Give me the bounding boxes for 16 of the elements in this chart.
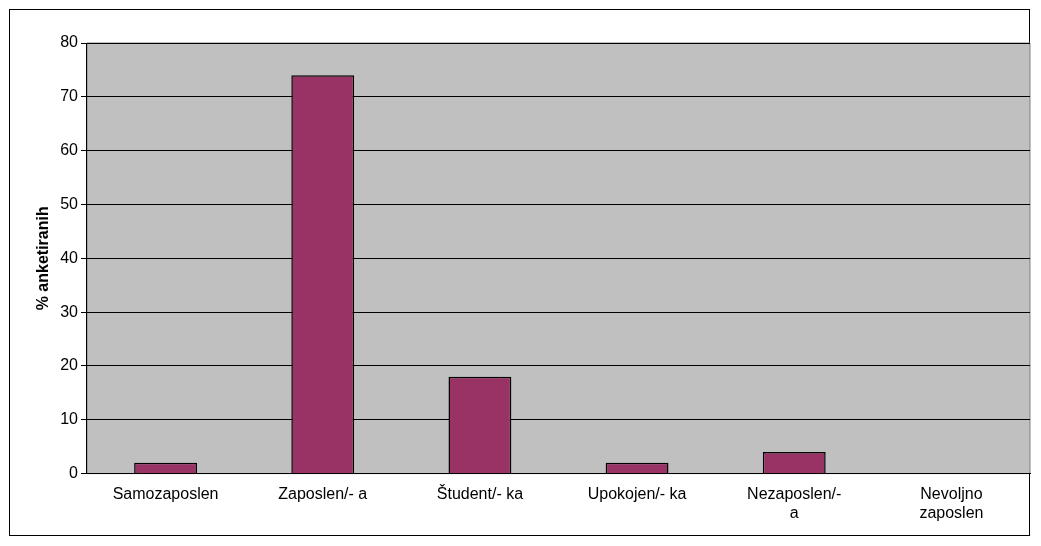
y-tick-label: 0 [69,464,79,482]
y-axis-title: % anketiranih [34,206,52,311]
x-tick-label: Upokojen/- ka [587,484,687,502]
y-tick-label: 10 [60,410,79,428]
y-tick-label: 30 [60,302,79,320]
y-tick-label: 50 [60,194,79,212]
x-tick-label: Zaposlen/- a [278,484,368,502]
y-tick-label: 40 [60,248,79,266]
y-tick-label: 20 [60,356,79,374]
y-tick-label: 70 [60,87,79,105]
x-tick-label: Študent/- ka [436,483,524,502]
x-tick-label: Samozaposlen [112,484,219,502]
y-tick-label: 60 [60,141,79,159]
x-tick-label: Nevoljno zaposlen [919,484,984,521]
x-tick-label: Nezaposlen/- a [747,484,842,521]
y-tick-label: 80 [60,33,79,51]
